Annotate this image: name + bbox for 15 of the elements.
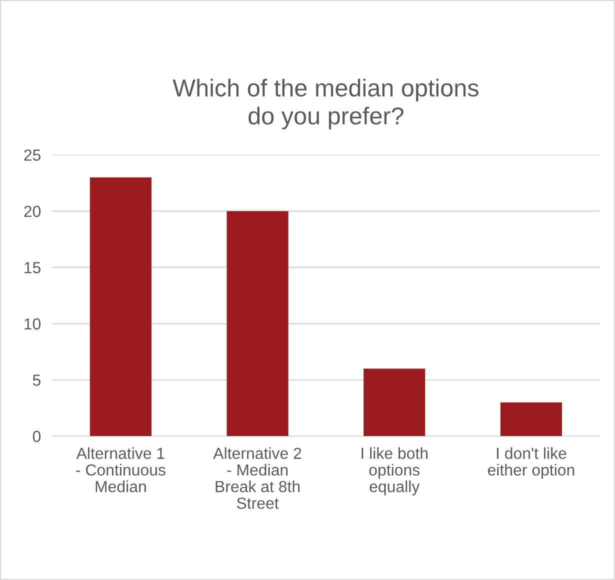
- x-tick-label: Alternative 2 - Median Break at 8th Street: [213, 447, 302, 509]
- x-tick-label: I don't like either option: [488, 447, 574, 479]
- y-tick-label: 0: [32, 430, 41, 442]
- x-tick-label: Alternative 1 - Continuous Median: [76, 447, 166, 492]
- y-tick-label: 10: [24, 318, 41, 330]
- bar: [500, 402, 562, 436]
- x-tick-label: I like both options equally: [362, 447, 428, 496]
- bar: [226, 211, 288, 436]
- chart-title: Which of the median options do you prefer?: [172, 78, 478, 130]
- y-tick-label: 15: [24, 262, 40, 274]
- y-tick-label: 5: [32, 374, 40, 386]
- bar: [90, 177, 152, 436]
- y-tick-label: 25: [24, 149, 40, 161]
- y-tick-label: 20: [24, 206, 41, 218]
- bar: [364, 368, 426, 436]
